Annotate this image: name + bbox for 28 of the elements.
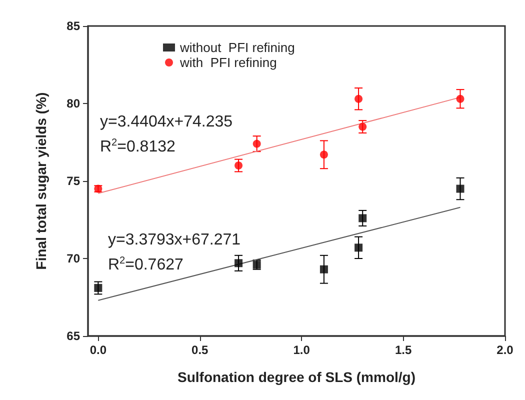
point [320,150,328,159]
point [456,94,464,103]
y-tick-label: 70 [66,252,80,266]
point [354,94,363,103]
x-tick-label: 2.0 [496,343,514,357]
point [94,284,102,292]
point [234,162,243,170]
x-tick-label: 1.5 [394,343,412,357]
x-tick-label: 0.5 [192,343,209,357]
point [456,184,464,193]
point [358,214,367,222]
x-tick-label: 0.0 [90,343,107,357]
legend-label: without PFI refining [179,40,295,55]
point [358,122,367,131]
y-tick-label: 75 [66,174,80,188]
annotation: y=3.4404x+74.235 [100,114,233,130]
x-tick-label: 1.0 [293,343,310,357]
point [234,259,243,268]
legend-label: with PFI refining [179,55,277,70]
annotation: y=3.3793x+67.271 [108,232,241,248]
point [320,265,328,274]
point [354,244,363,252]
x-axis-title: Sulfonation degree of SLS (mmol/g) [178,369,416,385]
y-tick-label: 85 [66,19,80,33]
y-axis-title: Final total sugar yields (%) [33,92,49,270]
y-tick-label: 65 [66,329,80,343]
point [252,140,261,148]
y-tick-label: 80 [66,96,80,110]
